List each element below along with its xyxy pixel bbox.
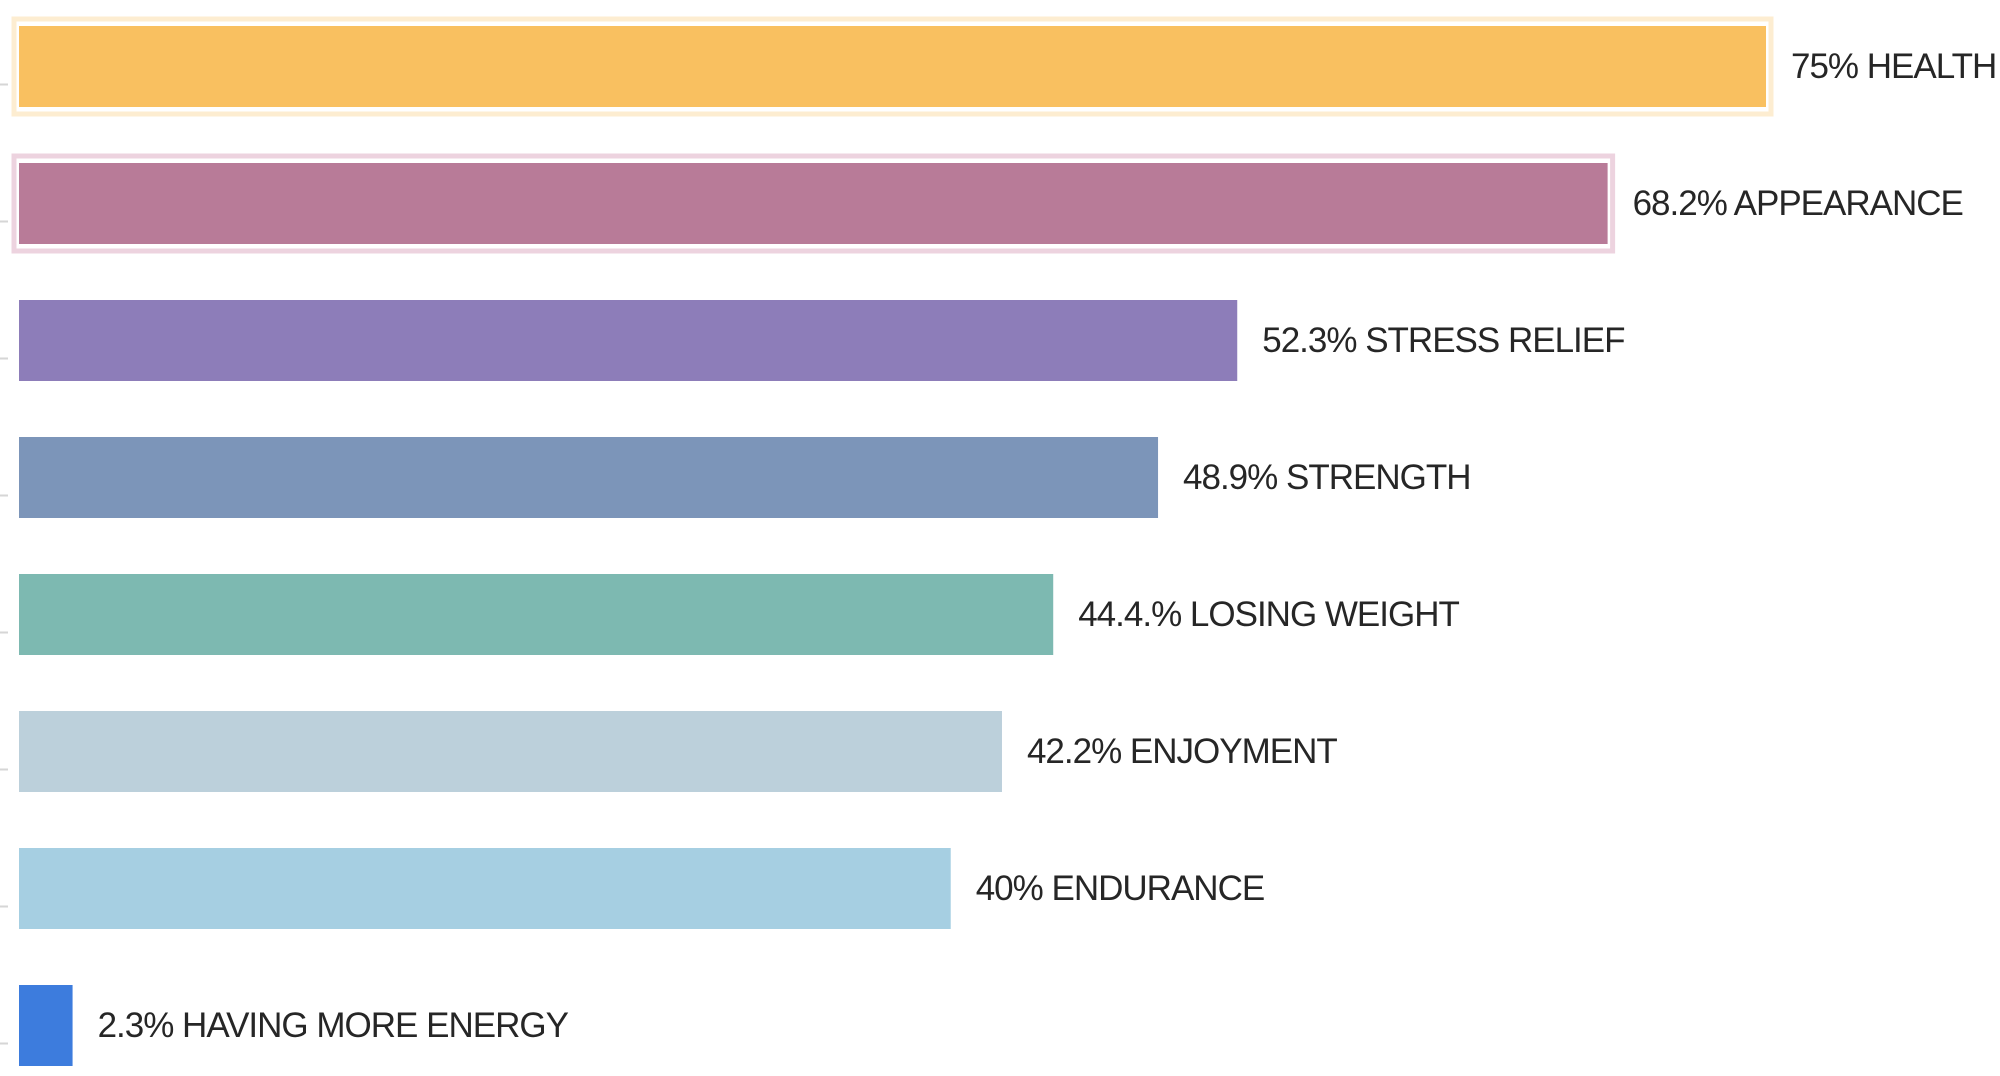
bar-label: 40% ENDURANCE bbox=[976, 869, 1264, 908]
bar-having-more-energy[interactable] bbox=[19, 985, 73, 1066]
bar-endurance[interactable] bbox=[19, 848, 951, 929]
bar-label: 68.2% APPEARANCE bbox=[1633, 184, 1963, 223]
bar-enjoyment[interactable] bbox=[19, 711, 1002, 792]
bar-label: 44.4.% LOSING WEIGHT bbox=[1078, 595, 1459, 634]
labels-group: 75% HEALTH 68.2% APPEARANCE 52.3% STRESS R… bbox=[98, 47, 1998, 1045]
bar-highlight bbox=[11, 153, 1616, 254]
bar-health[interactable] bbox=[19, 26, 1766, 107]
bar-appearance[interactable] bbox=[19, 163, 1608, 244]
bar-label: 42.2% ENJOYMENT bbox=[1027, 732, 1337, 771]
bar-label: 48.9% STRENGTH bbox=[1183, 458, 1470, 497]
bar-losing-weight[interactable] bbox=[19, 574, 1054, 655]
bar-label: 52.3% STRESS RELIEF bbox=[1262, 321, 1624, 360]
bar-label: 2.3% HAVING MORE ENERGY bbox=[98, 1006, 569, 1045]
bar-strength[interactable] bbox=[19, 437, 1159, 518]
bar-stress-relief[interactable] bbox=[19, 300, 1238, 381]
bar-label: 75% HEALTH bbox=[1791, 47, 1996, 86]
axis-ticks bbox=[0, 83, 8, 1045]
bars-group bbox=[11, 16, 1774, 1066]
bar-highlight bbox=[11, 16, 1774, 117]
